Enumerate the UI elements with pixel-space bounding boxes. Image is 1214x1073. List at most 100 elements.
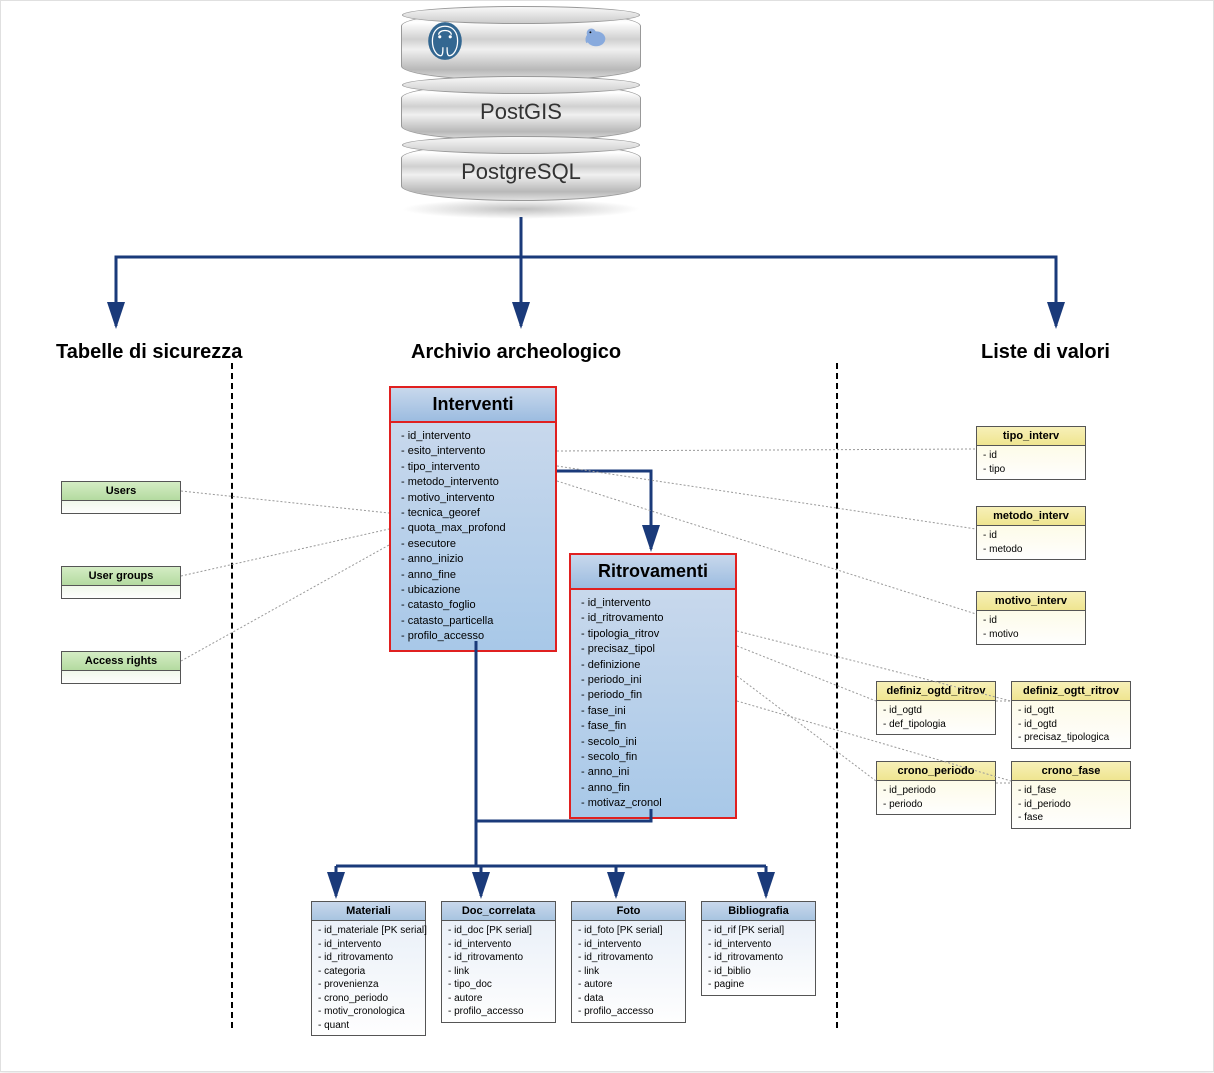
box-interventi-body: - id_intervento- esito_intervento- tipo_…	[391, 423, 555, 650]
box-definiz-ogtt: definiz_ogtt_ritrov - id_ogtt- id_ogtd- …	[1011, 681, 1131, 749]
field-row: - id_doc [PK serial]	[448, 924, 549, 938]
box-tipo-interv-title: tipo_interv	[977, 427, 1085, 446]
field-row: - id_rif [PK serial]	[708, 924, 809, 938]
field-row: - categoria	[318, 965, 419, 979]
section-title-center: Archivio archeologico	[411, 341, 621, 364]
field-row: - fase_fin	[581, 719, 725, 734]
field-row: - tipo_intervento	[401, 460, 545, 475]
field-row: - def_tipologia	[883, 718, 989, 732]
field-row: - id_materiale [PK serial]	[318, 924, 419, 938]
field-row: - quant	[318, 1019, 419, 1033]
field-row: - tipo_doc	[448, 978, 549, 992]
field-row: - id_intervento	[318, 938, 419, 952]
section-title-left: Tabelle di sicurezza	[56, 341, 242, 364]
field-row: - catasto_particella	[401, 614, 545, 629]
divider-right	[836, 363, 838, 1028]
field-row: - anno_fine	[401, 568, 545, 583]
db-layer-postgresql: PostgreSQL	[401, 143, 641, 201]
box-bibliografia-body: - id_rif [PK serial]- id_intervento - id_…	[702, 921, 815, 995]
box-metodo-interv: metodo_interv - id- metodo	[976, 506, 1086, 560]
field-row: - data	[578, 992, 679, 1006]
field-row: - esito_intervento	[401, 444, 545, 459]
box-metodo-interv-title: metodo_interv	[977, 507, 1085, 526]
field-row: - id_ogtd	[1018, 718, 1124, 732]
divider-left	[231, 363, 233, 1028]
field-row: - id_ritrovamento	[448, 951, 549, 965]
field-row: - fase_ini	[581, 704, 725, 719]
field-row: - motivaz_cronol	[581, 796, 725, 811]
field-row: - secolo_ini	[581, 735, 725, 750]
db-layer-postgis: PostGIS	[401, 83, 641, 141]
field-row: - id_intervento	[401, 429, 545, 444]
box-tipo-interv: tipo_interv - id- tipo	[976, 426, 1086, 480]
box-motivo-interv-body: - id- motivo	[977, 611, 1085, 644]
box-ritrovamenti-title: Ritrovamenti	[571, 555, 735, 590]
field-row: - motivo_intervento	[401, 491, 545, 506]
box-access-rights-title: Access rights	[62, 652, 180, 671]
box-crono-periodo: crono_periodo - id_periodo- periodo	[876, 761, 996, 815]
box-crono-fase: crono_fase - id_fase- id_periodo- fase	[1011, 761, 1131, 829]
box-interventi-title: Interventi	[391, 388, 555, 423]
box-doc-correlata-title: Doc_correlata	[442, 902, 555, 921]
diagram-frame: PostGIS PostgreSQL Tabelle di sicurezza …	[0, 0, 1214, 1072]
box-ritrovamenti: Ritrovamenti - id_intervento- id_ritrova…	[569, 553, 737, 819]
field-row: - profilo_accesso	[448, 1005, 549, 1019]
field-row: - pagine	[708, 978, 809, 992]
box-interventi: Interventi - id_intervento- esito_interv…	[389, 386, 557, 652]
field-row: - id_ogtt	[1018, 704, 1124, 718]
box-doc-correlata-body: - id_doc [PK serial]- id_intervento- id_…	[442, 921, 555, 1022]
field-row: - fase	[1018, 811, 1124, 825]
field-row: - anno_fin	[581, 781, 725, 796]
field-row: - id_intervento	[448, 938, 549, 952]
field-row: - ubicazione	[401, 583, 545, 598]
box-user-groups: User groups	[61, 566, 181, 599]
section-title-right: Liste di valori	[981, 341, 1110, 364]
box-bibliografia: Bibliografia - id_rif [PK serial]- id_in…	[701, 901, 816, 996]
field-row: - catasto_foglio	[401, 598, 545, 613]
box-foto: Foto - id_foto [PK serial]- id_intervent…	[571, 901, 686, 1023]
box-materiali-body: - id_materiale [PK serial]- id_intervent…	[312, 921, 425, 1035]
field-row: - id	[983, 614, 1079, 628]
box-crono-fase-title: crono_fase	[1012, 762, 1130, 781]
field-row: - motivo	[983, 628, 1079, 642]
box-materiali-title: Materiali	[312, 902, 425, 921]
field-row: - tecnica_georef	[401, 506, 545, 521]
box-definiz-ogtd: definiz_ogtd_ritrov - id_ogtd- def_tipol…	[876, 681, 996, 735]
box-user-groups-title: User groups	[62, 567, 180, 586]
field-row: - metodo	[983, 543, 1079, 557]
field-row: - link	[578, 965, 679, 979]
db-shadow	[401, 199, 641, 219]
field-row: - periodo_fin	[581, 688, 725, 703]
field-row: - metodo_intervento	[401, 475, 545, 490]
field-row: - motiv_cronologica	[318, 1005, 419, 1019]
field-row: - periodo	[883, 798, 989, 812]
field-row: - profilo_accesso	[578, 1005, 679, 1019]
db-layer-top	[401, 11, 641, 81]
field-row: - profilo_accesso	[401, 629, 545, 644]
field-row: - precisaz_tipologica	[1018, 731, 1124, 745]
field-row: - quota_max_profond	[401, 521, 545, 536]
box-ritrovamenti-body: - id_intervento- id_ritrovamento- tipolo…	[571, 590, 735, 817]
field-row: - periodo_ini	[581, 673, 725, 688]
field-row: - id_ogtd	[883, 704, 989, 718]
box-crono-periodo-title: crono_periodo	[877, 762, 995, 781]
box-user-groups-body	[62, 586, 180, 598]
box-tipo-interv-body: - id- tipo	[977, 446, 1085, 479]
box-users-body	[62, 501, 180, 513]
field-row: - definizione	[581, 658, 725, 673]
field-row: - id_ritrovamento	[581, 611, 725, 626]
box-crono-periodo-body: - id_periodo- periodo	[877, 781, 995, 814]
elephant-icon	[582, 22, 610, 50]
field-row: - id_periodo	[1018, 798, 1124, 812]
field-row: - id_intervento	[708, 938, 809, 952]
box-motivo-interv: motivo_interv - id- motivo	[976, 591, 1086, 645]
box-users-title: Users	[62, 482, 180, 501]
box-crono-fase-body: - id_fase- id_periodo- fase	[1012, 781, 1130, 828]
box-metodo-interv-body: - id- metodo	[977, 526, 1085, 559]
field-row: - precisaz_tipol	[581, 642, 725, 657]
field-row: - autore	[578, 978, 679, 992]
field-row: - id_ritrovamento	[318, 951, 419, 965]
field-row: - id_biblio	[708, 965, 809, 979]
field-row: - provenienza	[318, 978, 419, 992]
box-foto-body: - id_foto [PK serial]- id_intervento- id…	[572, 921, 685, 1022]
